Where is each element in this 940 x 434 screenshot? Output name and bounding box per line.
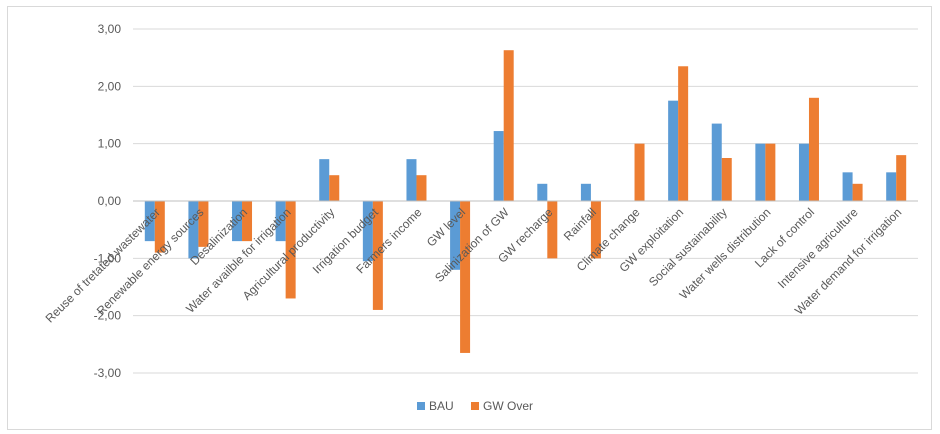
bar-gw-over xyxy=(852,183,863,201)
bar-gw-over xyxy=(242,201,253,242)
bar-gw-over xyxy=(765,143,776,201)
y-tick-label: -1,00 xyxy=(94,251,122,265)
bar-bau xyxy=(580,183,591,201)
y-axis-ticks: -3,00 -2,00 -1,00 0,00 1,00 2,00 3,00 xyxy=(94,22,122,380)
bar-gw-over xyxy=(590,201,601,259)
bar-gw-over xyxy=(503,50,514,201)
bar-bau xyxy=(755,143,766,201)
y-tick-label: -2,00 xyxy=(94,309,122,323)
y-tick-label: 0,00 xyxy=(98,194,122,208)
y-tick-label: 1,00 xyxy=(98,137,122,151)
bar-gw-over xyxy=(808,97,819,201)
legend-swatch xyxy=(417,402,425,410)
category-label: Salinization of GW xyxy=(432,205,512,285)
bar-gw-over xyxy=(285,201,296,299)
bar-bau xyxy=(493,131,504,201)
category-label: Social sustainability xyxy=(646,205,730,289)
bar-bau xyxy=(406,159,417,201)
bar-bau xyxy=(842,172,853,201)
legend-swatch xyxy=(471,402,479,410)
bar-bau xyxy=(450,201,461,270)
bar-gw-over xyxy=(547,201,558,259)
bar-gw-over xyxy=(198,201,209,247)
category-label: Intensive agriculture xyxy=(775,205,861,291)
bar-bau xyxy=(144,201,155,242)
bar-bau xyxy=(275,201,286,242)
bar-gw-over xyxy=(329,175,340,201)
y-tick-label: 3,00 xyxy=(98,22,122,36)
legend: BAU GW Over xyxy=(417,399,533,413)
bar-gw-over xyxy=(460,201,471,353)
bar-bau xyxy=(668,100,679,201)
legend-label: BAU xyxy=(429,399,454,413)
bars xyxy=(144,50,907,353)
bar-bau xyxy=(319,159,330,201)
bar-gw-over xyxy=(721,158,732,201)
bar-bau xyxy=(232,201,243,242)
bar-bau xyxy=(188,201,199,259)
bar-bau xyxy=(798,143,809,201)
bar-gw-over xyxy=(634,143,645,201)
bar-gw-over xyxy=(416,175,427,201)
bar-gw-over xyxy=(678,66,689,202)
bar-gw-over xyxy=(896,155,907,201)
bar-bau xyxy=(537,183,548,201)
y-tick-label: -3,00 xyxy=(94,366,122,380)
bar-bau xyxy=(362,201,373,262)
bar-gw-over xyxy=(372,201,383,310)
legend-label: GW Over xyxy=(483,399,533,413)
bar-gw-over xyxy=(154,201,165,253)
y-tick-label: 2,00 xyxy=(98,79,122,93)
gridlines xyxy=(133,28,918,374)
bar-bau xyxy=(886,172,897,201)
bar-bau xyxy=(711,123,722,201)
